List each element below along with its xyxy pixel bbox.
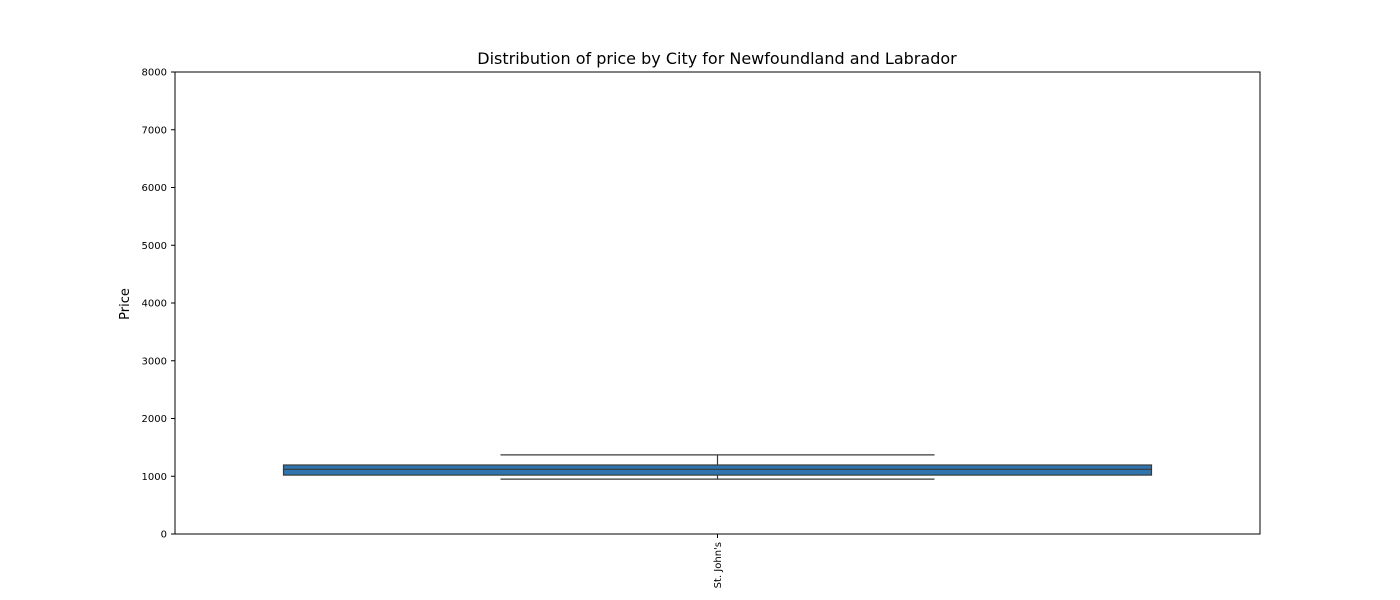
y-tick-label: 3000 [142,356,167,367]
y-tick-label: 5000 [142,241,167,252]
y-axis-ticks: 0 1000 2000 3000 4000 5000 6000 7000 8000 [142,68,175,541]
y-tick-label: 0 [161,530,167,541]
x-tick-label: St. John's [713,542,724,588]
y-tick-label: 2000 [142,414,167,425]
y-axis-label: Price [118,288,133,320]
iqr-box [282,464,1153,476]
y-tick-label: 6000 [142,183,167,194]
y-tick-label: 8000 [142,68,167,79]
box-series [282,454,1153,480]
x-axis-ticks: St. John's [713,534,724,588]
chart-title: Distribution of price by City for Newfou… [477,49,957,68]
y-tick-label: 4000 [142,299,167,310]
y-tick-label: 1000 [142,472,167,483]
y-tick-label: 7000 [142,125,167,136]
